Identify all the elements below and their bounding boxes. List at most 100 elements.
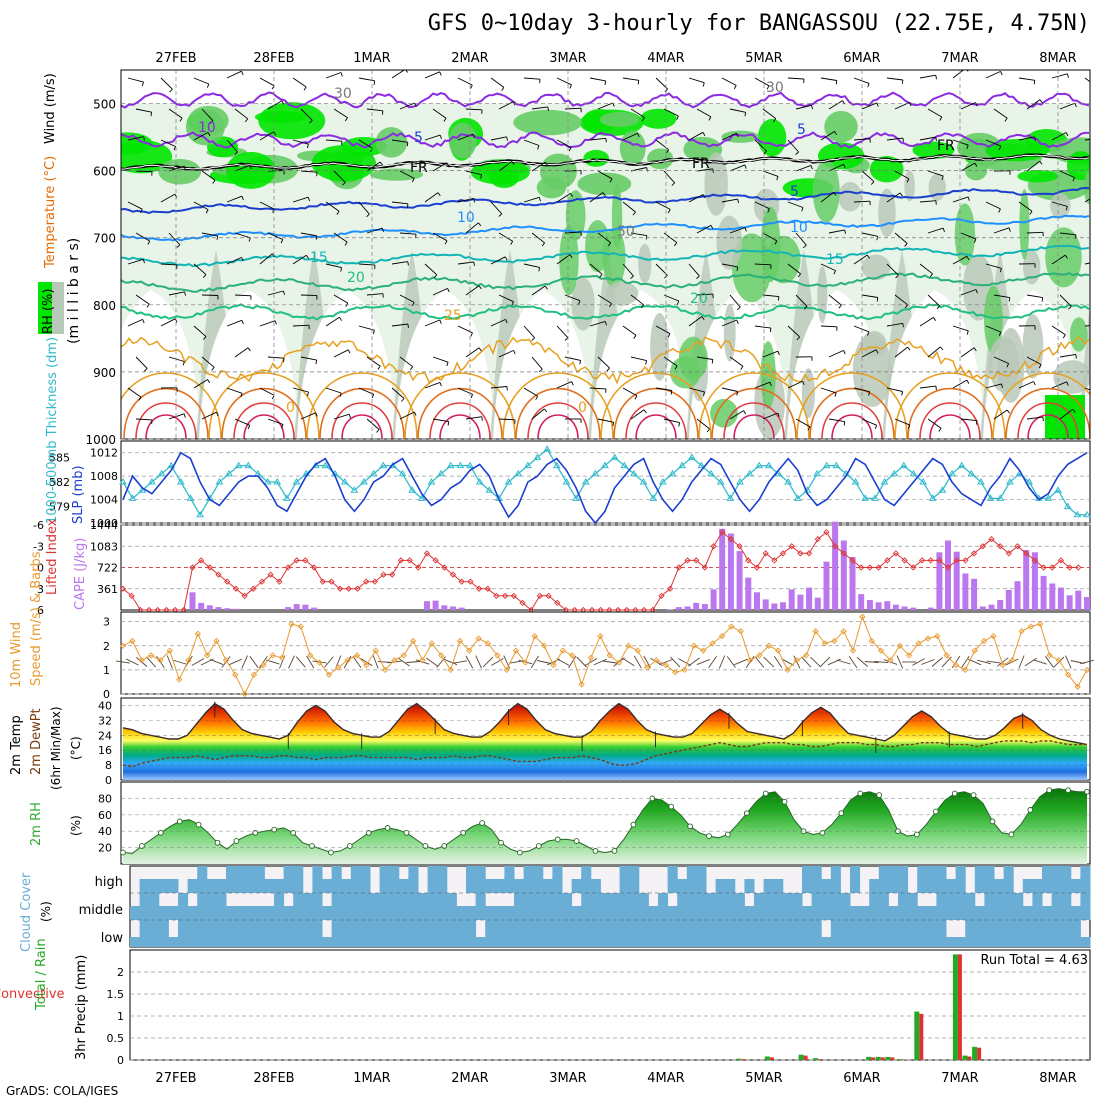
cloud-high-block [216, 879, 227, 893]
wind10-barb [688, 657, 700, 667]
wind10-point [1027, 623, 1034, 630]
cape-bar [945, 540, 951, 610]
rh-tick-0: 20 [98, 842, 112, 855]
rh-tick-3: 80 [98, 792, 112, 805]
lifted-index-point [849, 557, 856, 564]
cloud-high-block [917, 866, 928, 893]
cloud-middle-block [178, 893, 189, 920]
wind10-barb [896, 655, 904, 669]
cloud-middle-block [552, 893, 563, 920]
upper-legend: RH (%) Temperature (°C) Wind (m/s) (m i … [38, 73, 82, 344]
rh2m-point [932, 808, 939, 815]
cloud-middle-block [1013, 893, 1024, 920]
thickness-point [948, 469, 956, 477]
rh2m-point [290, 829, 296, 836]
thickness-point [986, 494, 995, 501]
lifted-index-point [997, 543, 1004, 550]
contour-label-13: 25 [444, 308, 462, 324]
wind10-point [559, 647, 567, 654]
wind10-barb [116, 660, 130, 664]
cloud-middle-block [408, 893, 419, 920]
thickness-point [697, 461, 706, 469]
cape-bar [684, 606, 691, 610]
cloud-high-block [274, 879, 285, 893]
temp-tick-3: 24 [98, 729, 112, 742]
cloud-high-block [830, 866, 841, 893]
wind10-barb [874, 660, 889, 664]
cloud-low-block [936, 920, 947, 947]
date-label-bottom-7: 6MAR [843, 1071, 880, 1086]
lifted-index-point [406, 557, 413, 564]
thickness-point [350, 486, 359, 493]
precip-tick-0: 0 [117, 1054, 124, 1067]
precip-total-label: Total / Rain [34, 938, 49, 1011]
wind10-barb [146, 656, 157, 668]
thickness-point [784, 478, 793, 485]
cloud-middle-block [629, 893, 640, 920]
cloud-low-block [773, 920, 784, 947]
wind10-point [550, 661, 557, 669]
cloud-middle-block [379, 893, 390, 920]
rh2m-point [743, 810, 750, 817]
cloud-middle-block [1003, 893, 1014, 920]
rh2m-point [989, 818, 996, 825]
cloud-middle-block [677, 893, 688, 920]
cloud-low-block [715, 920, 726, 947]
precip-conv-bar [967, 1056, 972, 1060]
cloud-low-block [302, 920, 313, 947]
temp-tick-0: 0 [105, 774, 112, 787]
cape-bar [450, 606, 456, 610]
cloud-cover-panel: Cloud Cover (%) high middle low [19, 865, 1091, 952]
thickness-tick-2: 579 [49, 501, 70, 514]
wind10-barb [425, 657, 438, 667]
date-label-bottom-5: 4MAR [647, 1071, 684, 1086]
cloud-high-block [379, 866, 390, 893]
wind10-barb [921, 659, 935, 665]
cape-bar [840, 540, 847, 610]
thickness-point [543, 445, 552, 452]
rh-tick-1: 40 [98, 825, 112, 838]
wind10-barb [482, 656, 494, 668]
lifted-index-point [319, 578, 326, 585]
wind10-point [119, 642, 127, 649]
cloud-middle-block [485, 906, 496, 920]
thickness-point [871, 494, 879, 501]
wind10-point [138, 657, 145, 664]
cloud-low-block [139, 920, 150, 947]
thickness-point [466, 461, 474, 469]
lifted-index-point [475, 585, 483, 592]
thickness-point [437, 469, 446, 477]
cloud-low-block [1080, 937, 1091, 947]
lifted-index-point [832, 543, 839, 550]
cloud-middle-block [466, 906, 477, 920]
cape-bar [780, 602, 786, 610]
cloud-middle-block [1070, 906, 1081, 920]
wind10-point [381, 666, 389, 674]
cloud-high-block [802, 866, 813, 893]
cape-bar [1057, 587, 1064, 610]
thickness-point [475, 478, 484, 485]
lifted-index-point [510, 592, 517, 599]
lifted-index-point [267, 571, 274, 578]
wind10-point [409, 637, 417, 645]
cloud-low-block [994, 920, 1005, 947]
cloud-high-block [466, 866, 477, 893]
cape-bar [224, 608, 231, 610]
cloud-middle-block [254, 906, 265, 920]
pressure-tick-900: 900 [93, 366, 116, 380]
cloud-middle-block [437, 893, 448, 920]
wind10-point [176, 676, 183, 683]
cape-bar [1084, 597, 1090, 610]
thickness-point [909, 469, 918, 477]
lifted-index-point [866, 564, 874, 571]
wind-tick-0: 0 [103, 688, 110, 701]
thickness-point [687, 453, 696, 460]
wind10-barb [836, 659, 851, 665]
cloud-middle-block [331, 893, 342, 920]
cloud-middle-block [226, 906, 237, 920]
thickness-point [167, 461, 176, 469]
wind10-point [400, 652, 407, 659]
lifted-index-point [415, 564, 422, 571]
rh-tick-2: 60 [98, 809, 112, 822]
